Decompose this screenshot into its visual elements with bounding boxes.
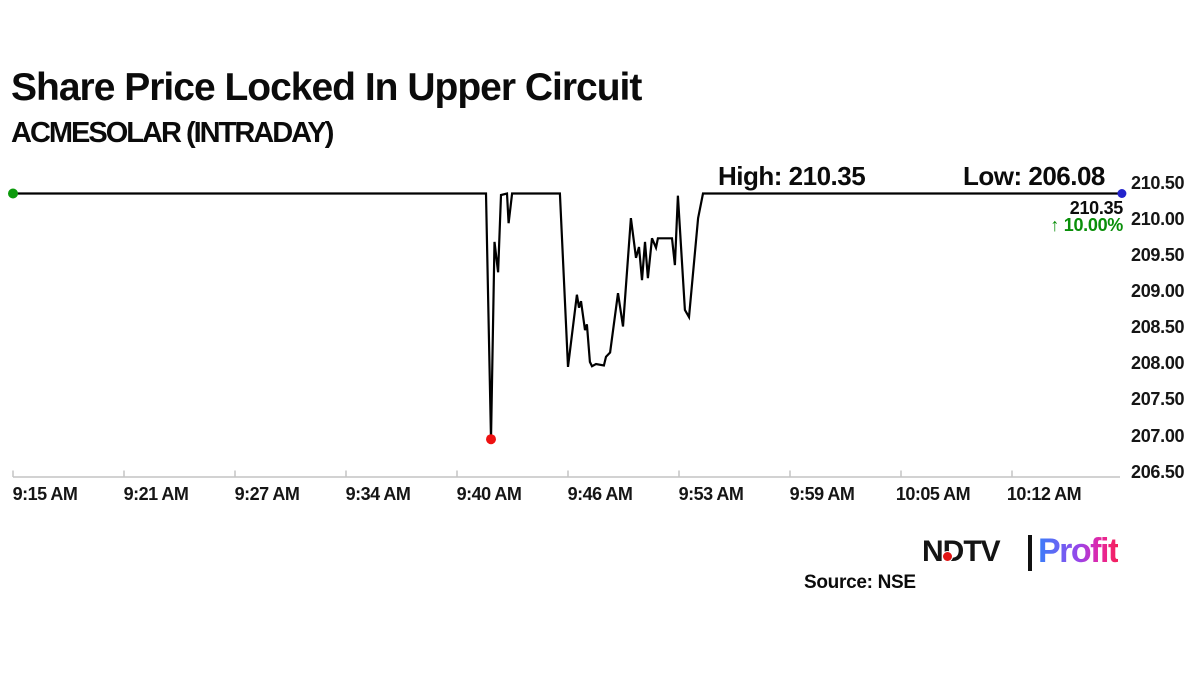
y-tick-label: 206.50 — [1131, 461, 1185, 482]
source-label: Source: NSE — [804, 572, 916, 593]
high-annotation: High: 210.35 — [718, 161, 866, 191]
y-tick-label: 210.50 — [1131, 172, 1185, 193]
profit-wordmark: Profit — [1038, 532, 1119, 570]
end-marker — [1117, 189, 1127, 198]
x-tick-label: 9:27 AM — [234, 484, 300, 504]
chart-subtitle: ACMESOLAR (INTRADAY) — [11, 117, 334, 149]
price-line — [13, 192, 1122, 440]
low-marker — [486, 434, 496, 445]
x-tick-label: 9:46 AM — [567, 484, 633, 504]
x-tick-label: 10:05 AM — [895, 484, 971, 504]
x-tick-label: 9:53 AM — [678, 484, 744, 504]
low-annotation: Low: 206.08 — [963, 161, 1105, 191]
y-tick-label: 209.50 — [1131, 244, 1185, 265]
logo-divider — [1028, 535, 1032, 571]
ndtv-red-dot-icon — [942, 551, 953, 562]
x-tick-label: 9:21 AM — [123, 484, 189, 504]
x-tick-label: 9:59 AM — [789, 484, 855, 504]
x-tick-label: 10:12 AM — [1006, 484, 1082, 504]
x-tick-label: 9:34 AM — [345, 484, 411, 504]
x-tick-label: 9:40 AM — [456, 484, 522, 504]
start-marker — [8, 188, 18, 199]
y-tick-label: 208.50 — [1131, 317, 1185, 338]
y-tick-label: 208.00 — [1131, 353, 1185, 374]
last-price-label: 210.35 — [1069, 198, 1124, 218]
ndtv-wordmark: NDTV — [922, 535, 1001, 568]
y-tick-label: 207.50 — [1131, 389, 1185, 410]
page-title: Share Price Locked In Upper Circuit — [11, 66, 642, 109]
y-tick-label: 209.00 — [1131, 281, 1185, 302]
y-tick-label: 210.00 — [1131, 208, 1185, 229]
x-tick-label: 9:15 AM — [12, 484, 78, 504]
y-tick-label: 207.00 — [1131, 425, 1185, 446]
change-percent-label: ↑ 10.00% — [1050, 215, 1123, 235]
